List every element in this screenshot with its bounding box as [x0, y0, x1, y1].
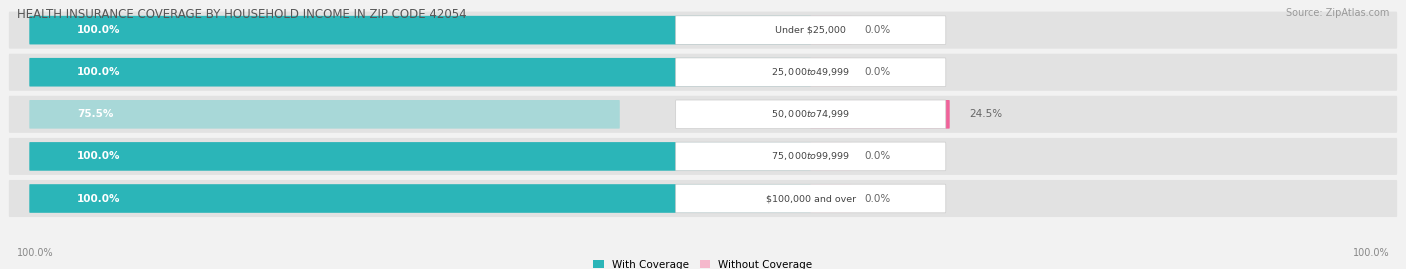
- FancyBboxPatch shape: [8, 96, 1398, 133]
- FancyBboxPatch shape: [676, 100, 946, 129]
- FancyBboxPatch shape: [810, 16, 852, 44]
- Text: Under $25,000: Under $25,000: [775, 26, 846, 35]
- Legend: With Coverage, Without Coverage: With Coverage, Without Coverage: [593, 260, 813, 269]
- Text: 0.0%: 0.0%: [865, 25, 891, 35]
- FancyBboxPatch shape: [30, 184, 811, 213]
- Text: 100.0%: 100.0%: [17, 248, 53, 258]
- FancyBboxPatch shape: [30, 100, 620, 129]
- Text: 75.5%: 75.5%: [77, 109, 114, 119]
- Text: $25,000 to $49,999: $25,000 to $49,999: [770, 66, 851, 78]
- FancyBboxPatch shape: [30, 58, 811, 87]
- Text: 0.0%: 0.0%: [865, 151, 891, 161]
- FancyBboxPatch shape: [8, 54, 1398, 91]
- Text: $75,000 to $99,999: $75,000 to $99,999: [770, 150, 851, 162]
- FancyBboxPatch shape: [676, 142, 946, 171]
- FancyBboxPatch shape: [810, 184, 852, 213]
- Text: 0.0%: 0.0%: [865, 193, 891, 204]
- Text: 100.0%: 100.0%: [1353, 248, 1389, 258]
- Text: Source: ZipAtlas.com: Source: ZipAtlas.com: [1285, 8, 1389, 18]
- Text: 100.0%: 100.0%: [77, 151, 121, 161]
- Text: $100,000 and over: $100,000 and over: [766, 194, 856, 203]
- FancyBboxPatch shape: [676, 58, 946, 87]
- FancyBboxPatch shape: [30, 142, 811, 171]
- FancyBboxPatch shape: [810, 100, 949, 129]
- Text: $50,000 to $74,999: $50,000 to $74,999: [770, 108, 851, 120]
- FancyBboxPatch shape: [676, 184, 946, 213]
- FancyBboxPatch shape: [8, 180, 1398, 217]
- Text: 100.0%: 100.0%: [77, 67, 121, 77]
- FancyBboxPatch shape: [810, 142, 852, 171]
- FancyBboxPatch shape: [30, 16, 811, 44]
- FancyBboxPatch shape: [810, 58, 852, 87]
- Text: 100.0%: 100.0%: [77, 25, 121, 35]
- Text: 24.5%: 24.5%: [970, 109, 1002, 119]
- FancyBboxPatch shape: [8, 138, 1398, 175]
- Text: HEALTH INSURANCE COVERAGE BY HOUSEHOLD INCOME IN ZIP CODE 42054: HEALTH INSURANCE COVERAGE BY HOUSEHOLD I…: [17, 8, 467, 21]
- Text: 100.0%: 100.0%: [77, 193, 121, 204]
- Text: 0.0%: 0.0%: [865, 67, 891, 77]
- FancyBboxPatch shape: [8, 12, 1398, 49]
- FancyBboxPatch shape: [676, 16, 946, 44]
